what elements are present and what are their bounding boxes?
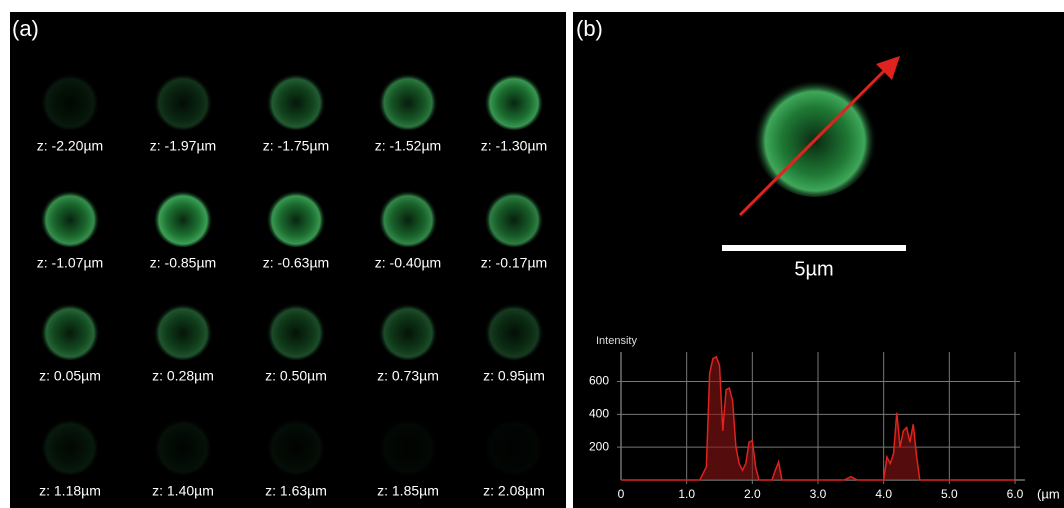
x-tick-label: 5.0: [941, 487, 958, 501]
x-tick-label: 1.0: [678, 487, 695, 501]
slice-label: z: -1.07µm: [37, 255, 103, 271]
slice-label: z: 0.50µm: [265, 368, 327, 384]
slice-image: [378, 300, 438, 360]
scale-label: 5µm: [794, 258, 833, 280]
slice-image: [266, 300, 326, 360]
slice-label: z: -1.97µm: [150, 138, 216, 154]
slice-label: z: -1.30µm: [481, 138, 547, 154]
slice-label: z: 0.73µm: [377, 368, 439, 384]
panel-label: (a): [12, 16, 39, 41]
slice-image: [40, 300, 100, 360]
panel-label: (b): [576, 16, 603, 41]
slice-label: z: 1.18µm: [39, 483, 101, 499]
scale-bar: [722, 245, 906, 251]
y-tick-label: 600: [589, 374, 609, 388]
y-axis-label: Intensity: [596, 335, 637, 347]
y-tick-label: 400: [589, 407, 609, 421]
arrow-head: [876, 56, 900, 80]
slice-label: z: 1.63µm: [265, 483, 327, 499]
slice-label: z: 0.95µm: [483, 368, 545, 384]
slice-image: [153, 415, 213, 475]
slice-label: z: 2.08µm: [483, 483, 545, 499]
slice-image: [378, 70, 438, 130]
slice-image: [153, 70, 213, 130]
profile-line: [621, 355, 1015, 481]
profile-arrow: [738, 65, 890, 217]
slice-image: [484, 70, 544, 130]
x-tick-label: 4.0: [875, 487, 892, 501]
slice-image: [266, 187, 326, 247]
slice-label: z: 1.85µm: [377, 483, 439, 499]
slice-image: [266, 70, 326, 130]
slice-label: z: -0.63µm: [263, 255, 329, 271]
slice-label: z: 1.40µm: [152, 483, 214, 499]
slice-label: z: 0.28µm: [152, 368, 214, 384]
x-tick-label: 6.0: [1007, 487, 1024, 501]
slice-image: [266, 415, 326, 475]
slice-image: [484, 300, 544, 360]
x-tick-label: 0: [618, 487, 625, 501]
slice-image: [153, 187, 213, 247]
slice-label: z: -0.17µm: [481, 255, 547, 271]
slice-image: [40, 187, 100, 247]
x-axis-label: (µm: [1037, 486, 1060, 501]
slice-image: [378, 415, 438, 475]
slice-label: z: -0.85µm: [150, 255, 216, 271]
y-tick-label: 200: [589, 439, 609, 453]
slice-image: [484, 187, 544, 247]
slice-image: [484, 415, 544, 475]
slice-image: [153, 300, 213, 360]
slice-label: z: 0.05µm: [39, 368, 101, 384]
x-tick-label: 2.0: [744, 487, 761, 501]
slice-image: [40, 70, 100, 130]
slice-label: z: -2.20µm: [37, 138, 103, 154]
slice-label: z: -1.52µm: [375, 138, 441, 154]
cell-image: [753, 73, 877, 197]
x-tick-label: 3.0: [810, 487, 827, 501]
slice-image: [40, 415, 100, 475]
slice-image: [378, 187, 438, 247]
slice-label: z: -0.40µm: [375, 255, 441, 271]
slice-label: z: -1.75µm: [263, 138, 329, 154]
